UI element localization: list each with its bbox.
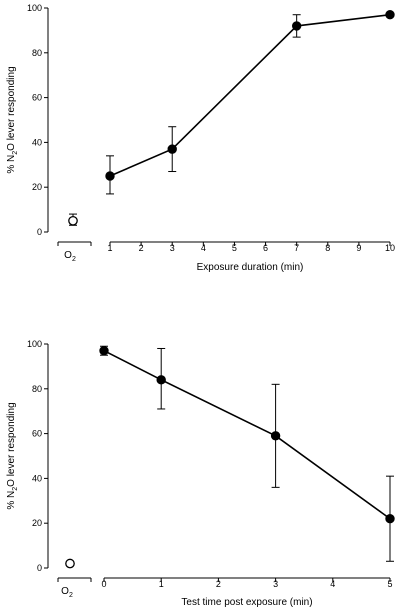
control-point bbox=[65, 558, 75, 569]
control-label-sub: 2 bbox=[69, 592, 73, 599]
x-tick-label: 9 bbox=[356, 243, 361, 253]
y-tick-label: 80 bbox=[32, 48, 42, 58]
x-tick-label: 7 bbox=[294, 243, 299, 253]
y-title-suffix: O lever responding bbox=[6, 66, 17, 151]
y-tick-label: 40 bbox=[32, 473, 42, 483]
data-point bbox=[291, 21, 302, 31]
data-point bbox=[385, 10, 395, 20]
data-point bbox=[167, 144, 177, 154]
data-point bbox=[105, 171, 115, 181]
y-tick-label: 60 bbox=[32, 429, 42, 439]
x-tick-label: 1 bbox=[159, 579, 164, 589]
x-axis-title: Test time post exposure (min) bbox=[181, 597, 312, 608]
data-point bbox=[156, 375, 166, 385]
series-line bbox=[103, 349, 391, 520]
y-title-sub: 2 bbox=[12, 151, 19, 155]
y-tick-label: 100 bbox=[27, 339, 42, 349]
y-title-sub: 2 bbox=[12, 487, 19, 491]
data-point bbox=[385, 514, 395, 524]
x-axis-title: Exposure duration (min) bbox=[197, 262, 304, 273]
data-point bbox=[270, 431, 281, 441]
y-tick-label: 20 bbox=[32, 518, 42, 528]
x-tick-label: 5 bbox=[232, 243, 237, 253]
y-title-suffix: O lever responding bbox=[6, 402, 17, 487]
y-tick-label: 100 bbox=[27, 3, 42, 13]
y-tick-label: 60 bbox=[32, 93, 42, 103]
x-tick-label: 3 bbox=[273, 579, 278, 589]
series-line bbox=[109, 13, 391, 177]
control-label-main: O bbox=[64, 250, 72, 261]
data-point bbox=[99, 346, 109, 356]
x-tick-label: 3 bbox=[170, 243, 175, 253]
control-label-main: O bbox=[61, 586, 69, 597]
x-tick-label: 4 bbox=[330, 579, 335, 589]
x-tick-label: 6 bbox=[263, 243, 268, 253]
x-tick-label: 5 bbox=[387, 579, 392, 589]
y-title-prefix: % N bbox=[6, 491, 17, 510]
y-tick-label: 0 bbox=[37, 227, 42, 237]
x-tick-label: 1 bbox=[107, 243, 112, 253]
y-tick-label: 20 bbox=[32, 182, 42, 192]
y-title-prefix: % N bbox=[6, 155, 17, 174]
x-tick-label: 10 bbox=[385, 243, 395, 253]
control-label-sub: 2 bbox=[72, 256, 76, 263]
x-tick-label: 4 bbox=[201, 243, 206, 253]
x-tick-label: 2 bbox=[216, 579, 221, 589]
x-tick-label: 0 bbox=[101, 579, 106, 589]
control-point bbox=[68, 215, 78, 226]
y-tick-label: 40 bbox=[32, 137, 42, 147]
control-label: O2 bbox=[61, 586, 73, 599]
x-tick-label: 2 bbox=[139, 243, 144, 253]
control-label: O2 bbox=[64, 250, 76, 263]
x-tick-label: 8 bbox=[325, 243, 330, 253]
y-axis-title: % N2O lever responding bbox=[6, 402, 19, 509]
y-axis-title: % N2O lever responding bbox=[6, 66, 19, 173]
y-tick-label: 0 bbox=[37, 563, 42, 573]
y-tick-label: 80 bbox=[32, 384, 42, 394]
